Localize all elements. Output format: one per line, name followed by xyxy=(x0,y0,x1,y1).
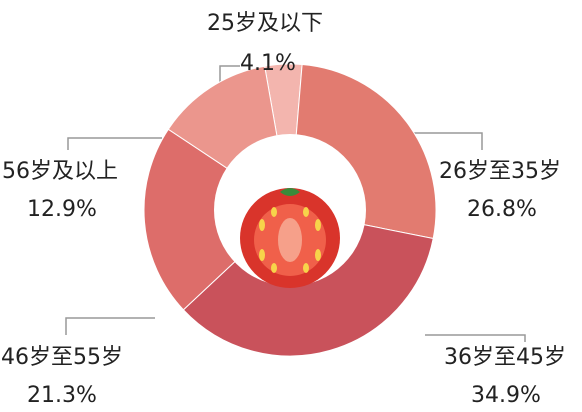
leader-line xyxy=(67,137,162,150)
category-label: 46岁至55岁 xyxy=(1,345,123,370)
tomato-core xyxy=(278,218,302,262)
leader-line xyxy=(425,334,526,342)
value-label: 12.9% xyxy=(27,197,97,222)
tomato-stem xyxy=(280,188,300,196)
category-label: 36岁至45岁 xyxy=(444,345,566,370)
value-label: 34.9% xyxy=(471,383,541,408)
labels: 25岁及以下 4.1% 26岁至35岁 26.8% 36岁至45岁 34.9% 46岁至55… xyxy=(1,11,566,408)
leader-line xyxy=(65,317,155,335)
seeds xyxy=(259,207,321,273)
leader-line xyxy=(395,132,483,150)
wedges xyxy=(143,63,437,357)
category-label: 26岁至35岁 xyxy=(439,159,561,184)
tomato-icon xyxy=(240,188,340,288)
category-label: 25岁及以下 xyxy=(207,11,323,36)
value-label: 4.1% xyxy=(240,51,296,76)
category-label: 56岁及以上 xyxy=(2,159,118,184)
value-label: 21.3% xyxy=(27,383,97,408)
value-label: 26.8% xyxy=(467,197,537,222)
leader-lines xyxy=(65,65,526,342)
